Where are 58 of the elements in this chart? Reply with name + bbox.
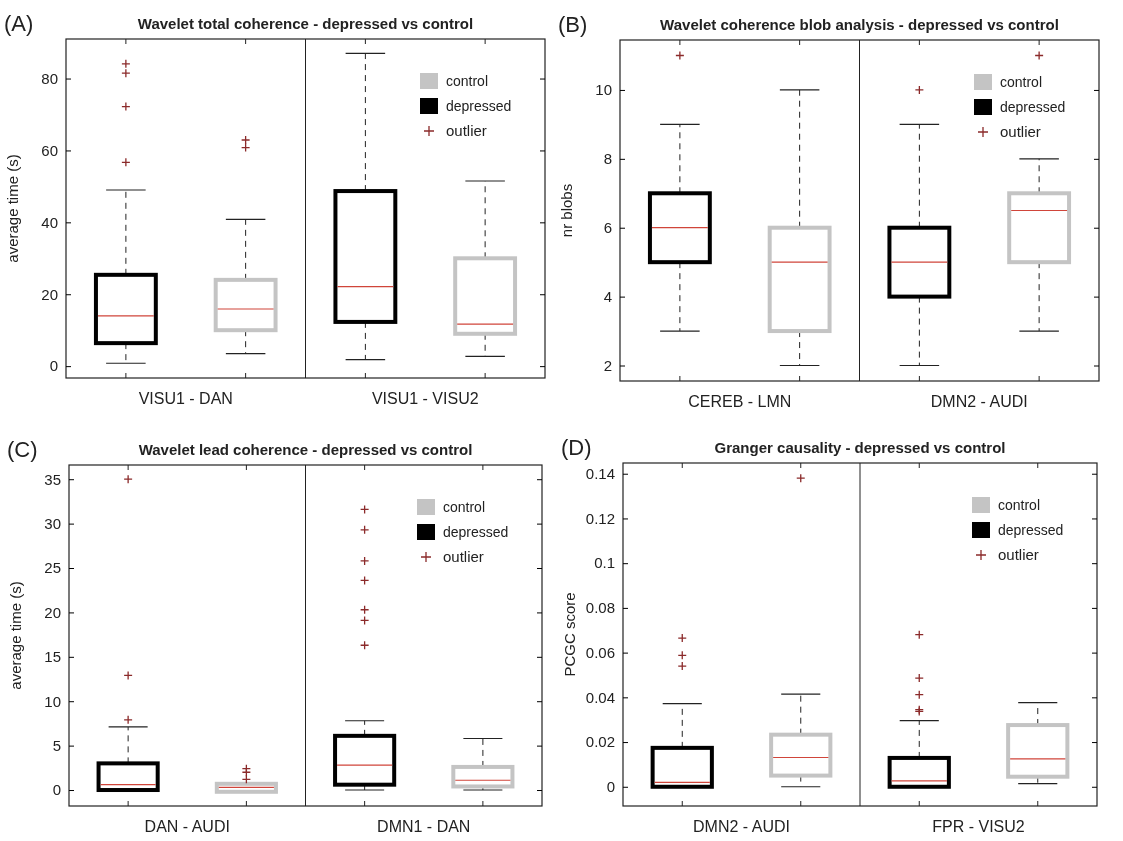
x-tick-label: VISU1 - DAN [138,390,233,407]
legend-label: depressed [998,522,1064,538]
y-tick-label: 0 [606,778,615,796]
y-tick-label: 0.08 [585,599,615,617]
y-tick-label: 35 [44,470,61,488]
legend-label: control [1000,74,1043,90]
y-tick-label: 20 [44,603,61,621]
legend-label: depressed [443,524,509,540]
text: (A) [4,11,34,36]
y-tick-label: 20 [41,285,58,303]
annotation: outlier [998,546,1039,563]
y-tick-label: 15 [44,648,61,666]
y-tick-label: 6 [603,219,612,237]
y-tick-label: 0 [52,781,61,799]
y-tick-label: 25 [44,559,61,577]
y-tick-label: 30 [44,514,61,532]
legend-label: control [443,499,486,515]
y-tick-label: 0.1 [594,554,615,572]
y-tick-label: 0.02 [585,733,615,751]
legend-label: control [446,73,489,89]
legend-label: depressed [1000,99,1066,115]
y-tick-label: 2 [603,356,612,374]
y-tick-label: 10 [595,81,612,99]
y-tick-label: 10 [44,692,61,710]
y-tick-label: 4 [603,287,612,305]
annotation: outlier [1000,123,1041,140]
annotation: outlier [443,548,484,565]
y-tick-label: 5 [52,736,61,754]
y-axis-title: PCGC score [561,592,578,677]
legend-label: control [998,497,1041,513]
text: (C) [7,437,38,462]
chart-title: Wavelet total coherence - depressed vs control [137,15,474,32]
x-tick-label: VISU1 - VISU2 [371,390,479,407]
y-tick-label: 60 [41,141,58,159]
y-tick-label: 40 [41,213,58,231]
y-tick-label: 0.06 [585,643,615,661]
x-tick-label: FPR - VISU2 [932,818,1025,835]
x-tick-label: DAN - AUDI [144,818,230,835]
y-tick-label: 0 [49,357,58,375]
y-tick-label: 8 [603,150,612,168]
text: (B) [558,12,588,37]
y-axis-title: average time (s) [4,154,21,263]
x-tick-label: DMN2 - AUDI [930,393,1028,410]
y-tick-label: 80 [41,69,58,87]
annotation: outlier [446,122,487,139]
text: (D) [561,435,592,460]
y-tick-label: 0.12 [585,509,615,527]
chart-title: Wavelet lead coherence - depressed vs control [138,441,473,458]
x-tick-label: CEREB - LMN [688,393,792,410]
y-axis-title: average time (s) [7,581,24,690]
chart-title: Wavelet coherence blob analysis - depressed vs control [660,16,1059,33]
x-tick-label: DMN2 - AUDI [693,818,790,835]
y-tick-label: 0.14 [585,465,615,483]
x-tick-label: DMN1 - DAN [377,818,471,835]
legend-label: depressed [446,98,512,114]
chart-title: Granger causality - depressed vs control [714,439,1006,456]
y-axis-title: nr blobs [558,183,575,238]
y-tick-label: 0.04 [585,688,615,706]
